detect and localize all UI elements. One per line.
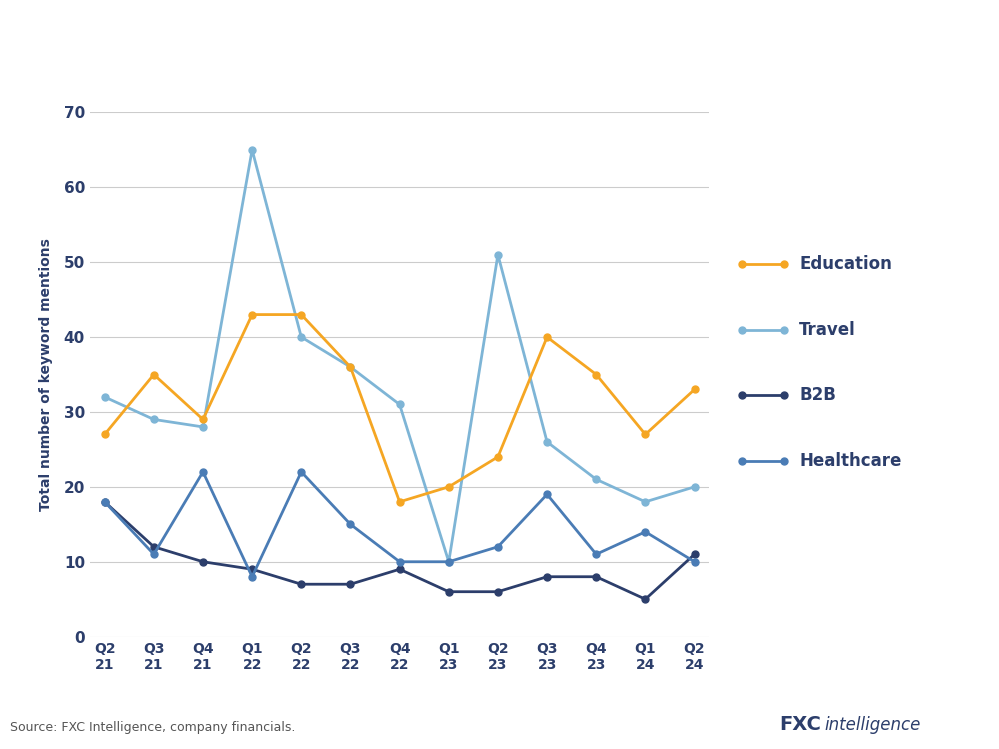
Text: Number of mentions of Flywire segments in earnings calls, 2021-2024: Number of mentions of Flywire segments i… (15, 79, 599, 97)
Travel (541, 437, 553, 446)
Education (394, 497, 406, 506)
Text: B2B sees more mentions in Flywire’s Q2 2024 earnings call: B2B sees more mentions in Flywire’s Q2 2… (15, 32, 851, 56)
Healthcare (492, 542, 503, 551)
Education (345, 363, 357, 372)
B2B (639, 595, 651, 604)
Travel (443, 557, 455, 566)
Travel (148, 415, 160, 424)
Education (590, 370, 602, 379)
Healthcare (99, 497, 111, 506)
Healthcare (590, 550, 602, 559)
Education (639, 430, 651, 439)
B2B (688, 550, 700, 559)
Y-axis label: Total number of keyword mentions: Total number of keyword mentions (39, 238, 53, 511)
B2B (246, 565, 258, 574)
Healthcare (296, 467, 308, 476)
Text: FXC: FXC (779, 715, 821, 734)
Travel (639, 497, 651, 506)
Text: B2B: B2B (799, 386, 836, 404)
Text: Education: Education (799, 255, 892, 273)
Healthcare (443, 557, 455, 566)
Travel (492, 250, 503, 259)
B2B (148, 542, 160, 551)
Text: intelligence: intelligence (824, 716, 920, 734)
Education (541, 333, 553, 342)
Education (246, 310, 258, 319)
Line: B2B: B2B (101, 498, 698, 603)
Line: Healthcare: Healthcare (101, 468, 698, 580)
Travel (394, 400, 406, 409)
Healthcare (639, 527, 651, 536)
B2B (296, 580, 308, 589)
Text: Travel: Travel (799, 321, 856, 339)
Healthcare (345, 520, 357, 529)
Line: Travel: Travel (101, 146, 698, 565)
B2B (394, 565, 406, 574)
B2B (99, 497, 111, 506)
Travel (688, 482, 700, 491)
Education (148, 370, 160, 379)
B2B (345, 580, 357, 589)
Healthcare (394, 557, 406, 566)
Text: Source: FXC Intelligence, company financials.: Source: FXC Intelligence, company financ… (10, 721, 296, 734)
Travel (99, 392, 111, 401)
Education (296, 310, 308, 319)
Healthcare (541, 490, 553, 499)
Travel (246, 145, 258, 154)
Line: Education: Education (101, 311, 698, 506)
Travel (296, 333, 308, 342)
Education (492, 452, 503, 461)
B2B (541, 572, 553, 581)
Healthcare (197, 467, 209, 476)
Education (443, 482, 455, 491)
Text: Healthcare: Healthcare (799, 452, 901, 470)
Education (197, 415, 209, 424)
Education (99, 430, 111, 439)
Healthcare (148, 550, 160, 559)
B2B (492, 587, 503, 596)
Travel (197, 422, 209, 431)
Healthcare (688, 557, 700, 566)
B2B (197, 557, 209, 566)
B2B (443, 587, 455, 596)
Travel (590, 475, 602, 484)
Travel (345, 363, 357, 372)
Healthcare (246, 572, 258, 581)
Education (688, 385, 700, 394)
B2B (590, 572, 602, 581)
